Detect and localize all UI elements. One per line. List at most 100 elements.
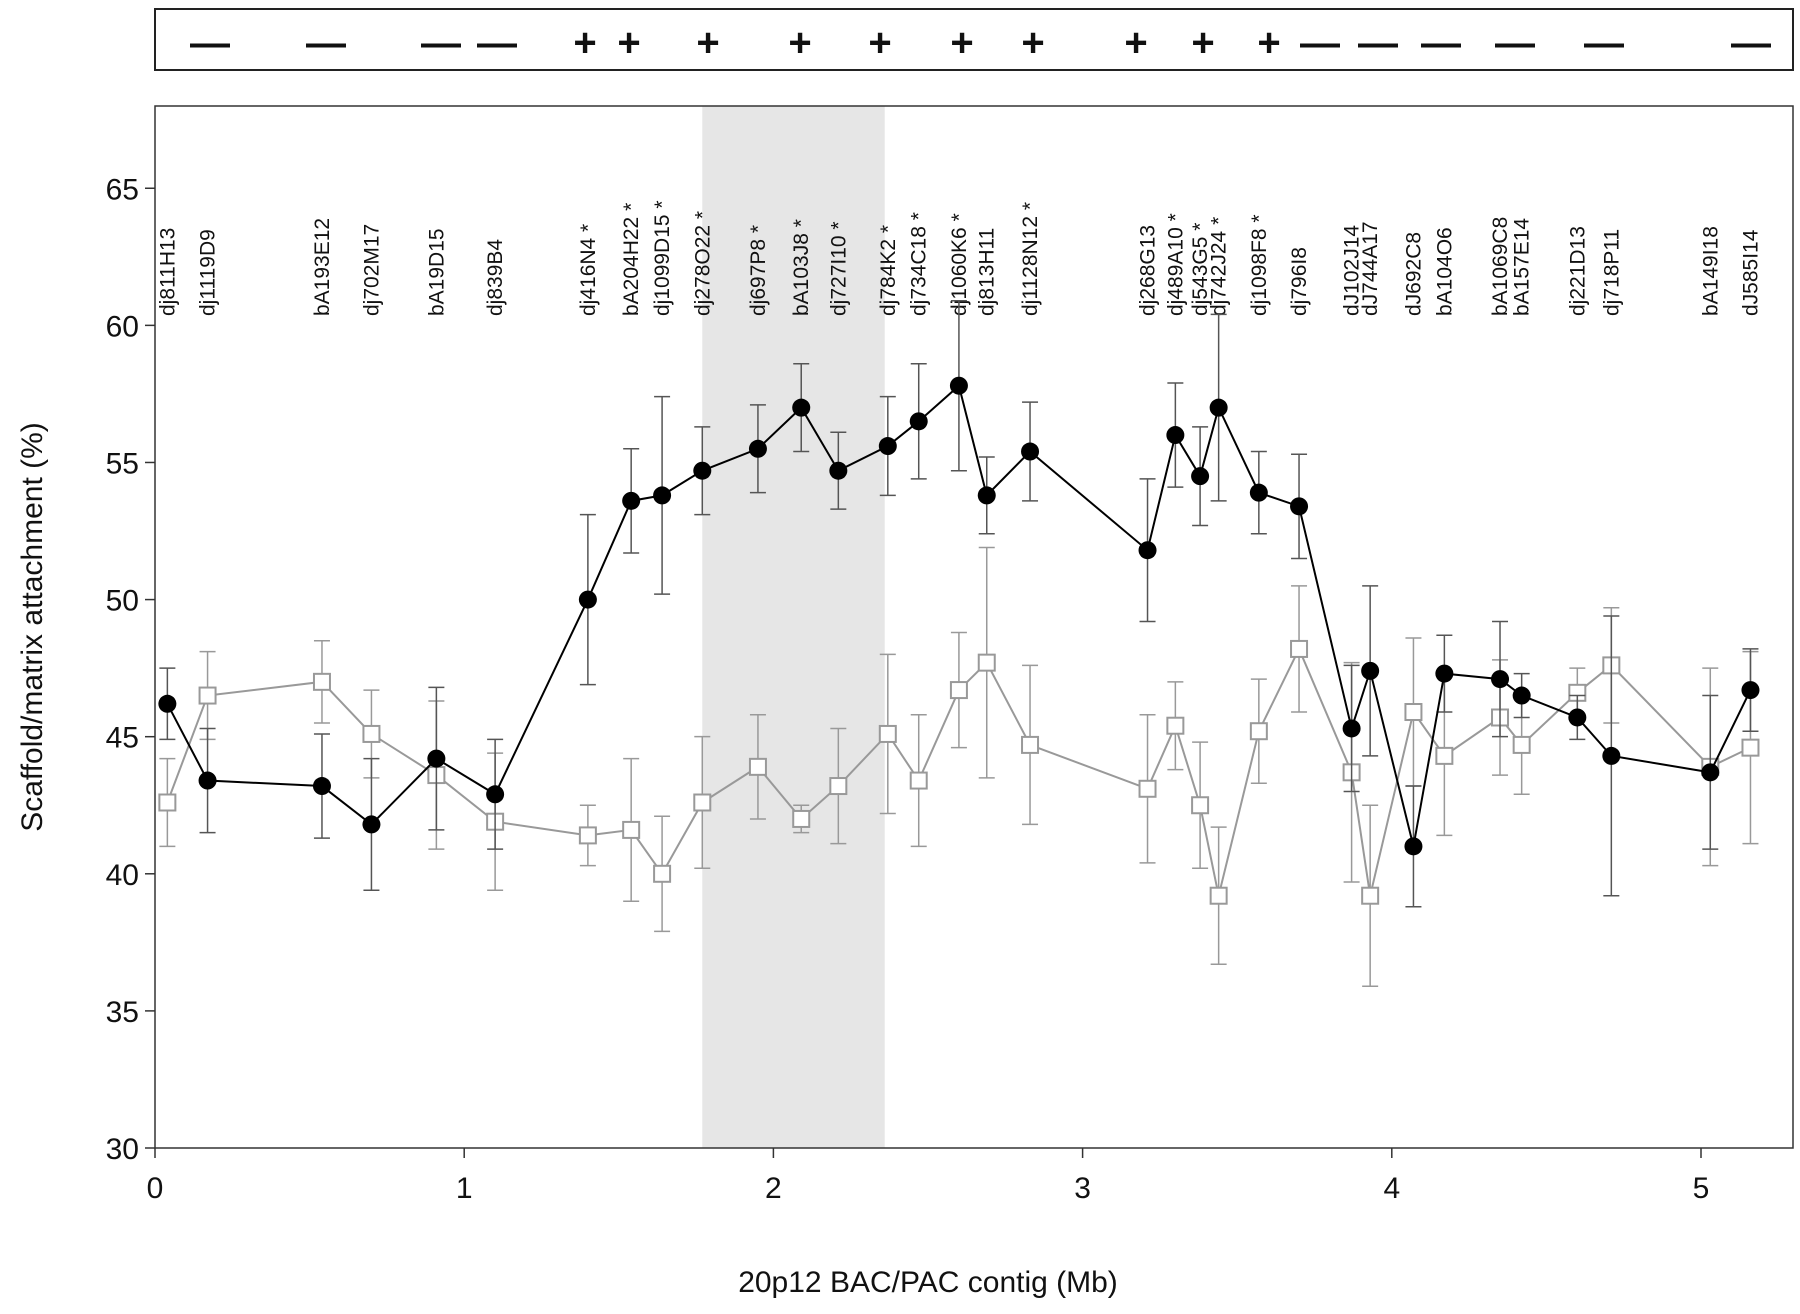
point [1701,763,1720,782]
x-tick-label: 3 [1074,1172,1091,1205]
clone-label: dJ102J14 [1341,225,1364,316]
sign: + [788,21,811,65]
point [1138,779,1157,798]
clone-label: dj742J24 * [1208,217,1231,316]
point [748,757,767,776]
x-tick-label: 2 [765,1172,782,1205]
y-axis-label: Scaffold/matrix attachment (%) [16,422,49,832]
y-tick-label: 30 [106,1133,139,1166]
point [158,694,177,713]
point [748,439,767,458]
clone-label: dj416N4 * [577,224,600,316]
sign: + [1257,21,1280,65]
x-tick-label: 1 [456,1172,473,1205]
point [693,461,712,480]
shaded-region [702,106,885,1148]
x-tick-label: 4 [1383,1172,1400,1205]
clone-label: dj839B4 [484,239,507,316]
clone-label: dj784K2 * [877,225,900,316]
point [622,491,641,510]
y-tick-label: 55 [106,447,139,480]
point [1361,886,1380,905]
sign: + [1021,21,1044,65]
point [1021,735,1040,754]
clone-label: dj697P8 * [747,225,770,316]
point [1166,716,1185,735]
point [693,793,712,812]
clone-label: dj1119D9 [197,229,220,316]
point [1191,467,1210,486]
y-tick-label: 45 [106,722,139,755]
point [1491,670,1510,689]
plot-frame [154,105,1794,1149]
point [1209,398,1228,417]
point [1435,664,1454,683]
y-tick-label: 50 [106,585,139,618]
clone-label: dj811H13 [156,228,179,316]
clone-label: bA19D15 [425,228,448,316]
point [312,777,331,796]
point [198,771,217,790]
point [792,398,811,417]
sign: + [950,21,973,65]
x-tick-label: 5 [1693,1172,1710,1205]
point [1342,719,1361,738]
point [653,864,672,883]
sign: — [477,21,517,65]
sign: + [696,21,719,65]
x-axis-label: 20p12 BAC/PAC contig (Mb) [738,1266,1118,1299]
clone-label: dj1098F8 * [1248,214,1271,316]
clone-label: dj268G13 [1137,225,1160,316]
clone-label: dj718P11 [1600,229,1623,316]
sign: — [1731,21,1771,65]
point [1021,442,1040,461]
point [158,793,177,812]
point [909,771,928,790]
sign: — [421,21,461,65]
point [1290,639,1309,658]
point [1512,735,1531,754]
clone-label: dj734C18 * [908,212,931,316]
y-tick-label: 40 [106,859,139,892]
clone-label: dj489A10 * [1164,213,1187,316]
clone-label: bA104O6 [1433,227,1456,316]
clone-label: dJ692C8 [1402,232,1425,316]
point [1249,483,1268,502]
point [878,437,897,456]
sign: — [1495,21,1535,65]
clone-label: bA193E12 [311,218,334,316]
sign: — [1358,21,1398,65]
point [977,486,996,505]
clone-label: bA103J8 * [790,219,813,316]
clone-label: bA157E14 [1511,218,1534,316]
point [486,785,505,804]
sign: + [868,21,891,65]
sign: — [306,21,346,65]
point [1602,746,1621,765]
sign: — [1421,21,1461,65]
series-line [166,383,1752,847]
point [878,724,897,743]
sign-box [154,8,1794,71]
point [622,820,641,839]
point [427,749,446,768]
point [1404,703,1423,722]
clone-label: dJ744A17 [1359,221,1382,316]
point [1209,886,1228,905]
point [1290,497,1309,516]
point [578,590,597,609]
sign: — [1584,21,1624,65]
y-tick-label: 35 [106,996,139,1029]
point [1361,661,1380,680]
point [1741,681,1760,700]
point [977,653,996,672]
sign: + [573,21,596,65]
point [1512,686,1531,705]
sign: — [190,21,230,65]
point [949,376,968,395]
clone-label: dj702M17 [360,224,383,316]
point [829,777,848,796]
clone-label: dJ585I14 [1739,229,1762,316]
series-line [166,646,1751,896]
